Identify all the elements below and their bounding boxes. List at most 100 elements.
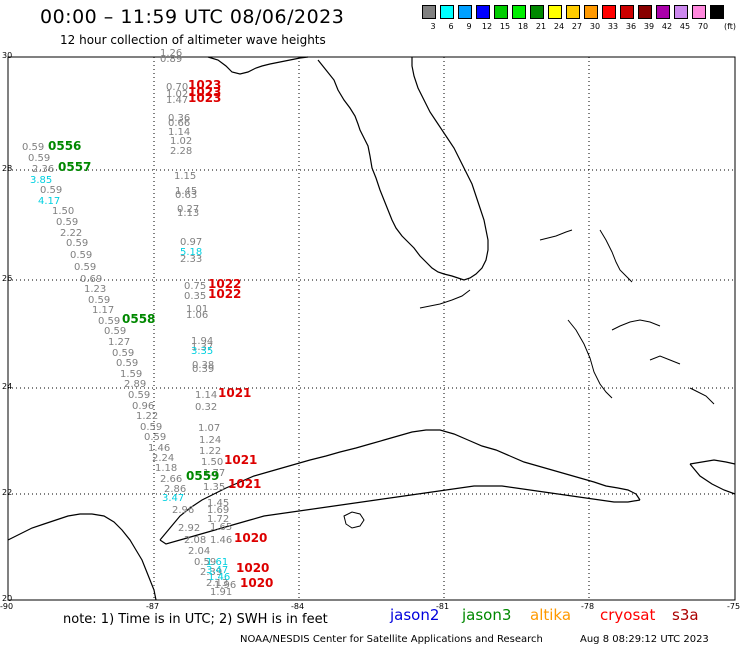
wave-label-grey: 0.63	[175, 190, 197, 201]
wave-label-grey: 2.24	[152, 453, 174, 464]
wave-label-green: 0556	[48, 139, 81, 153]
legend-jason2: jason2	[390, 606, 440, 624]
scale-label: 45	[679, 22, 691, 31]
wave-label-grey: 1.27	[108, 337, 130, 348]
wave-label-grey: 1.02	[166, 89, 188, 100]
wave-label-grey: 0.36	[168, 113, 190, 124]
wave-label-grey: 1.50	[52, 206, 74, 217]
wave-label-grey: 2.86	[164, 484, 186, 495]
scale-label: 33	[607, 22, 619, 31]
wave-label-grey: 1.22	[136, 411, 158, 422]
scale-label: 27	[571, 22, 583, 31]
wave-label-grey: 0.89	[160, 54, 182, 65]
wave-label-grey: 1.46	[210, 535, 232, 546]
wave-label-grey: 1.06	[186, 310, 208, 321]
scale-swatch	[440, 5, 454, 19]
legend-altika: altika	[530, 606, 572, 624]
scale-swatch	[566, 5, 580, 19]
wave-label-grey: 0.59	[56, 217, 78, 228]
wave-label-red: 1022	[208, 287, 241, 301]
lat-label: 28	[2, 164, 13, 173]
wave-label-grey: 1.50	[201, 457, 223, 468]
wave-label-grey: 1.91	[210, 587, 232, 598]
wave-label-grey: 1.69	[207, 505, 229, 516]
wave-label-grey: 1.02	[170, 136, 192, 147]
wave-label-grey: 0.75	[184, 281, 206, 292]
scale-swatch	[422, 5, 436, 19]
wave-label-red: 1020	[240, 576, 273, 590]
wave-label-grey: 0.59	[116, 358, 138, 369]
wave-label-grey: 1.59	[120, 369, 142, 380]
wave-label-grey: 1.65	[210, 522, 232, 533]
scale-swatch	[548, 5, 562, 19]
wave-label-grey: 2.08	[184, 535, 206, 546]
lon-label: -90	[0, 602, 14, 611]
wave-label-grey: 0.59	[66, 238, 88, 249]
scale-swatch	[602, 5, 616, 19]
credit-line: NOAA/NESDIS Center for Satellite Applica…	[240, 634, 543, 645]
scale-swatch	[494, 5, 508, 19]
yucatan-coastline	[7, 513, 157, 601]
lon-label: -81	[436, 602, 450, 611]
wave-label-grey: 1.35	[203, 482, 225, 493]
legend-s3a: s3a	[672, 606, 699, 624]
wave-label-grey: 0.59	[104, 326, 126, 337]
wave-label-grey: 2.66	[160, 474, 182, 485]
wave-label-grey: 1.14	[168, 127, 190, 138]
map-frame	[7, 56, 736, 601]
wave-label-grey: 1.01	[186, 304, 208, 315]
scale-unit: (ft)	[723, 22, 737, 31]
lat-label: 24	[2, 382, 13, 391]
scale-label: 42	[661, 22, 673, 31]
wave-label-grey: 0.59	[70, 250, 92, 261]
wave-label-grey: 0.32	[195, 402, 217, 413]
wave-label-grey: 2.13	[206, 578, 228, 589]
scale-label: 18	[517, 22, 529, 31]
legend-jason3: jason3	[462, 606, 512, 624]
cuba-coastline	[159, 429, 641, 545]
wave-label-green: 0557	[58, 160, 91, 174]
wave-label-red: 1023	[188, 85, 221, 99]
lat-label: 30	[2, 51, 13, 60]
wave-label-grey: 1.45	[207, 498, 229, 509]
wave-label-grey: 0.59	[98, 316, 120, 327]
wave-label-grey: 1.77	[203, 468, 225, 479]
wave-label-red: 1020	[234, 531, 267, 545]
wave-label-grey: 0.59	[28, 153, 50, 164]
lon-label: -84	[291, 602, 305, 611]
map-title: 00:00 – 11:59 UTC 08/06/2023	[40, 6, 345, 28]
lon-label: -87	[146, 602, 160, 611]
lon-label: -75	[727, 602, 740, 611]
wave-label-red: 1022	[208, 277, 241, 291]
wave-label-red: 1021	[224, 453, 257, 467]
wave-label-grey: 0.39	[192, 364, 214, 375]
wave-label-red: 1023	[188, 91, 221, 105]
wave-label-grey: 1.96	[214, 580, 236, 591]
wave-label-grey: 1.18	[155, 463, 177, 474]
wave-label-grey: 0.59	[140, 422, 162, 433]
isle-of-youth	[343, 511, 365, 529]
scale-label: 70	[697, 22, 709, 31]
wave-label-red: 1020	[236, 561, 269, 575]
wave-label-grey: 2.28	[170, 146, 192, 157]
scale-swatch	[638, 5, 652, 19]
wave-label-grey: 0.59	[74, 262, 96, 273]
scale-label: 39	[643, 22, 655, 31]
wave-label-red: 1021	[218, 386, 251, 400]
scale-label: 9	[466, 22, 472, 31]
wave-label-red: 1023	[188, 78, 221, 92]
wave-label-grey: 2.92	[178, 523, 200, 534]
florida-keys	[419, 289, 471, 309]
scale-swatch	[656, 5, 670, 19]
lat-label: 22	[2, 488, 13, 497]
scale-swatch	[584, 5, 598, 19]
wave-label-grey: 1.37	[191, 342, 213, 353]
wave-label-grey: 2.22	[60, 228, 82, 239]
wave-label-grey: 1.47	[166, 95, 188, 106]
wave-label-cyan: 3.47	[206, 565, 228, 576]
wave-label-grey: 1.15	[174, 171, 196, 182]
scale-label: 15	[499, 22, 511, 31]
wave-label-grey: 1.07	[198, 423, 220, 434]
scale-swatch	[512, 5, 526, 19]
wave-label-red: 1021	[228, 477, 261, 491]
